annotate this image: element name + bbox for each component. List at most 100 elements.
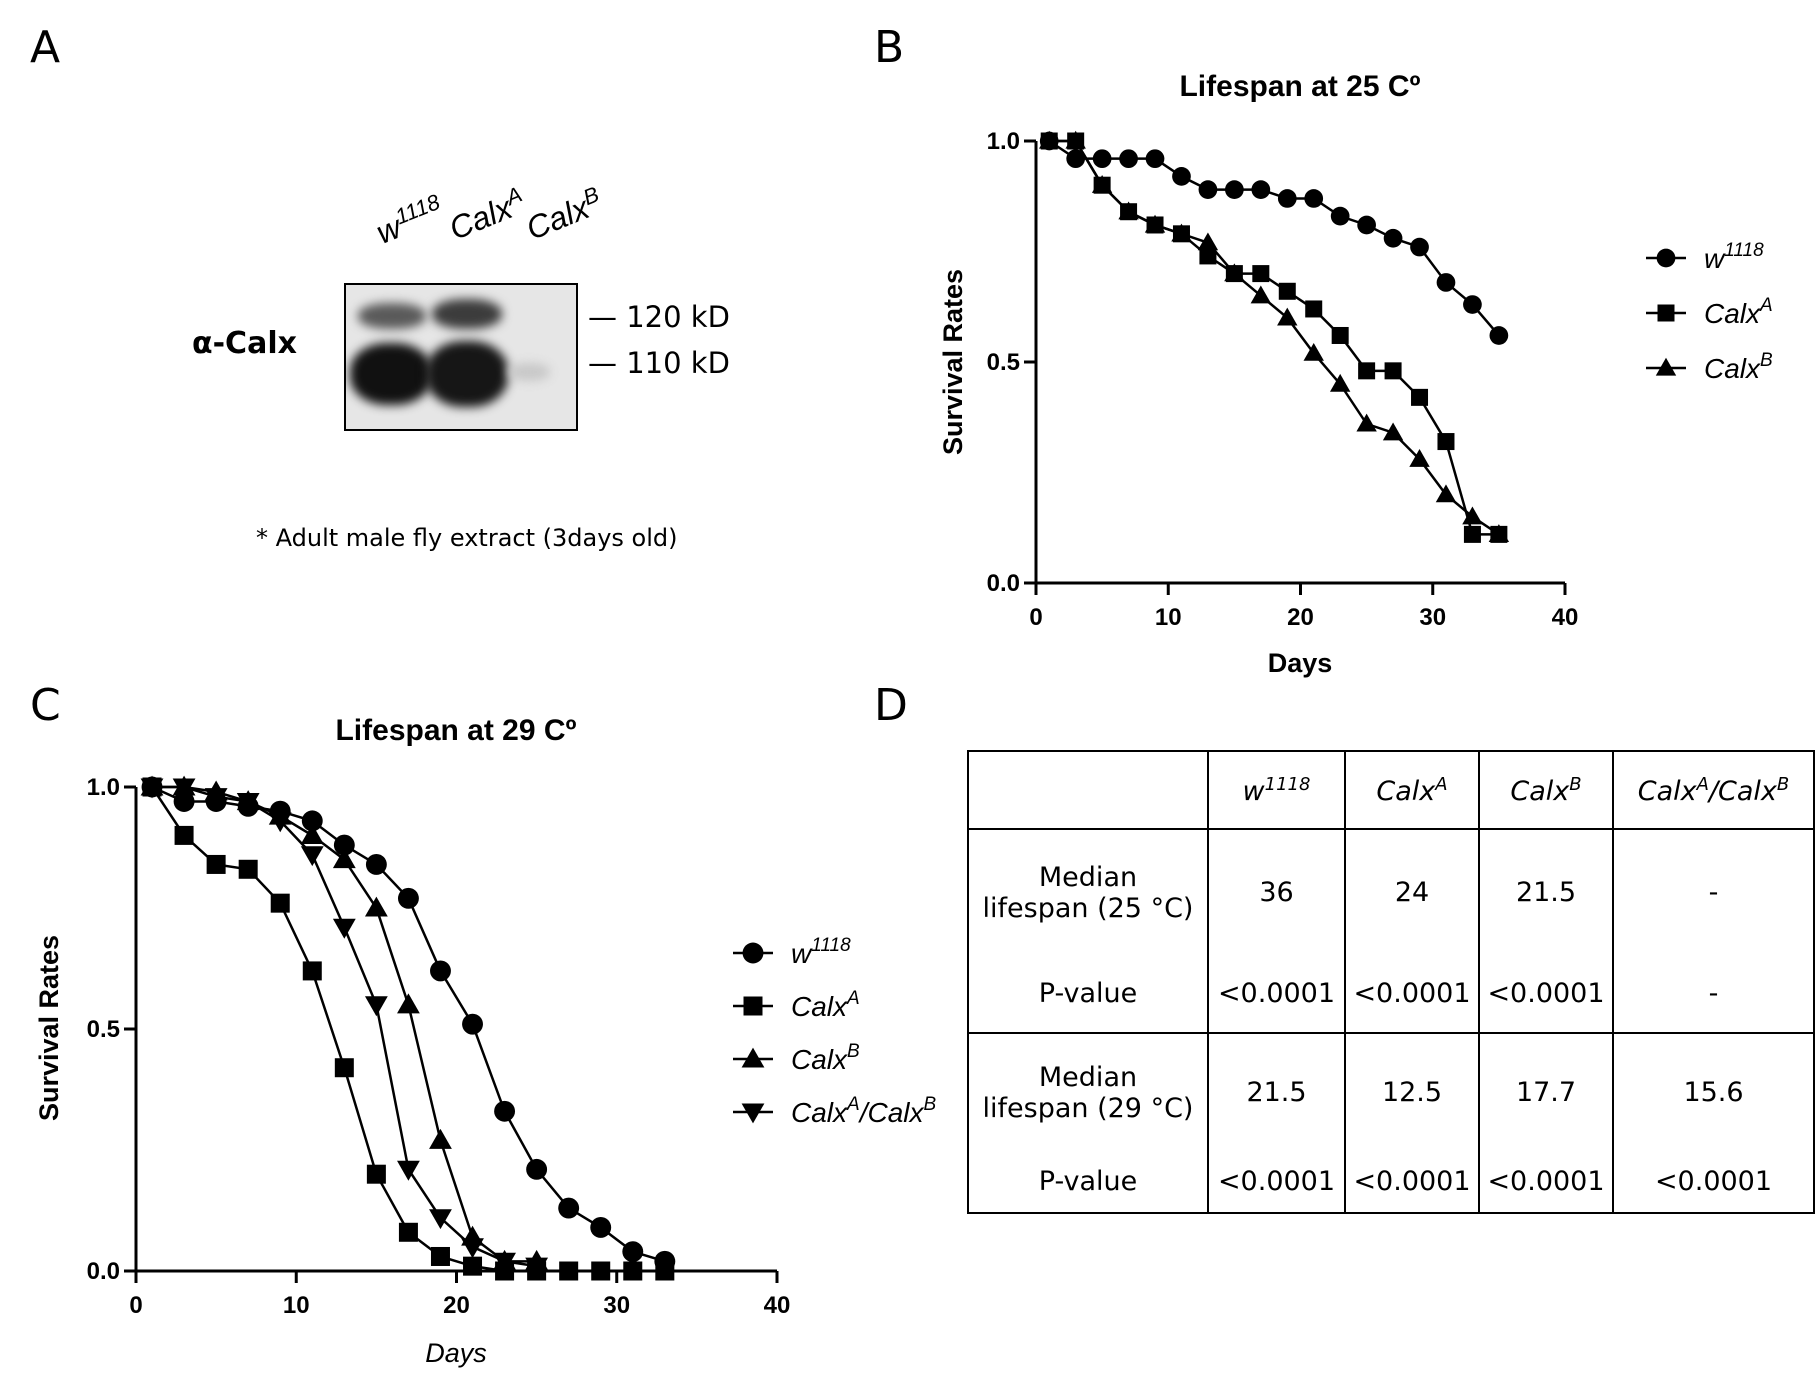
- data-point: [1225, 180, 1244, 199]
- series-w1118: [141, 776, 676, 1272]
- data-point: [1119, 149, 1138, 169]
- y-axis-label: Survival Rates: [34, 935, 64, 1121]
- data-point: [1198, 180, 1218, 199]
- data-point: [1277, 307, 1298, 326]
- legend-entry: w1118: [733, 935, 851, 969]
- legend-entry: CalxB: [733, 1041, 860, 1075]
- data-point: [1039, 130, 1060, 149]
- data-point: [1250, 285, 1272, 304]
- marker-120-kd: — 120 kD: [588, 300, 730, 334]
- y-tick-label: 0.0: [87, 1258, 120, 1285]
- data-point: [1384, 362, 1402, 380]
- table-cell: <0.0001: [1207, 955, 1346, 1033]
- x-tick-label: 30: [603, 1292, 630, 1319]
- data-point: [1331, 326, 1349, 344]
- data-point: [1437, 433, 1455, 451]
- y-tick-label: 1.0: [87, 774, 120, 801]
- data-point: [364, 996, 388, 1017]
- data-point: [1358, 362, 1376, 380]
- data-point: [397, 1160, 420, 1181]
- data-point: [1278, 282, 1296, 300]
- x-tick-label: 20: [1287, 604, 1314, 631]
- y-tick-label: 0.5: [987, 349, 1020, 376]
- legend-marker: [741, 1103, 765, 1124]
- data-point: [1435, 484, 1457, 503]
- legend-label: CalxA/CalxB: [791, 1094, 937, 1128]
- table-header-row: w1118 CalxA CalxB CalxA/CalxB: [967, 750, 1815, 830]
- header-cell-empty: [967, 750, 1209, 830]
- table-cell: 12.5: [1344, 1032, 1480, 1151]
- table-cell: 24: [1344, 829, 1480, 955]
- data-point: [1356, 413, 1377, 432]
- data-point: [365, 853, 387, 875]
- data-point: [397, 887, 419, 909]
- data-point: [526, 1158, 548, 1180]
- legend-entry: CalxA: [733, 988, 860, 1022]
- data-point: [238, 859, 258, 879]
- data-point: [1463, 525, 1481, 543]
- data-point: [1224, 263, 1245, 282]
- data-point: [559, 1261, 579, 1281]
- x-tick-label: 30: [1419, 604, 1446, 631]
- table-cell: <0.0001: [1344, 955, 1480, 1033]
- table-cell: 15.6: [1612, 1032, 1815, 1151]
- data-point: [1409, 449, 1430, 467]
- x-tick-label: 20: [443, 1292, 470, 1319]
- data-point: [140, 778, 164, 799]
- series-CalxA: [142, 777, 675, 1281]
- chart-title: Lifespan at 25 Cº: [1179, 70, 1420, 103]
- data-point: [1489, 326, 1509, 345]
- table-cell: 21.5: [1207, 1032, 1346, 1151]
- data-point: [1410, 237, 1429, 257]
- table-cell: -: [1612, 829, 1815, 955]
- table-cell: <0.0001: [1207, 1151, 1346, 1214]
- legend-marker: [741, 1047, 765, 1068]
- data-point: [1462, 506, 1483, 525]
- data-point: [1463, 295, 1482, 314]
- legend-marker: [743, 996, 763, 1016]
- data-point: [1411, 388, 1429, 406]
- data-point: [1092, 149, 1112, 169]
- data-point: [301, 810, 323, 832]
- data-point: [206, 854, 226, 874]
- data-point: [591, 1261, 611, 1281]
- x-tick-label: 10: [283, 1292, 310, 1319]
- data-point: [332, 848, 356, 869]
- data-point: [461, 1238, 484, 1259]
- data-point: [623, 1261, 643, 1281]
- data-point: [1252, 265, 1270, 283]
- data-point: [174, 825, 194, 845]
- x-tick-label: 0: [1029, 604, 1042, 631]
- data-point: [1066, 149, 1086, 169]
- series-CalxB: [1039, 130, 1510, 543]
- table-cell: <0.0001: [1478, 955, 1614, 1033]
- legend-label: CalxB: [791, 1041, 860, 1075]
- data-point: [1172, 167, 1191, 186]
- legend-entry: CalxA: [1646, 295, 1773, 329]
- data-point: [622, 1241, 644, 1263]
- table-cell: 21.5: [1478, 829, 1614, 955]
- data-point: [525, 1257, 549, 1278]
- data-point: [1436, 273, 1456, 292]
- table-cell: <0.0001: [1478, 1151, 1614, 1214]
- data-point: [300, 824, 324, 844]
- legend-entry: CalxA/CalxB: [733, 1094, 937, 1128]
- data-point: [1304, 189, 1324, 208]
- data-point: [1382, 422, 1404, 441]
- data-point: [494, 1100, 516, 1122]
- data-point: [1488, 524, 1510, 543]
- legend-entry: w1118: [1646, 240, 1764, 274]
- data-point: [655, 1261, 675, 1281]
- data-point: [1330, 206, 1350, 226]
- legend-entry: CalxB: [1646, 350, 1773, 384]
- data-point: [430, 960, 451, 982]
- data-point: [430, 1246, 450, 1266]
- y-tick-label: 1.0: [987, 128, 1020, 155]
- data-point: [173, 791, 195, 812]
- series-w1118: [1039, 131, 1509, 345]
- data-point: [236, 792, 260, 813]
- chart-title: Lifespan at 29 Cº: [335, 714, 576, 747]
- table-cell: 17.7: [1478, 1032, 1614, 1151]
